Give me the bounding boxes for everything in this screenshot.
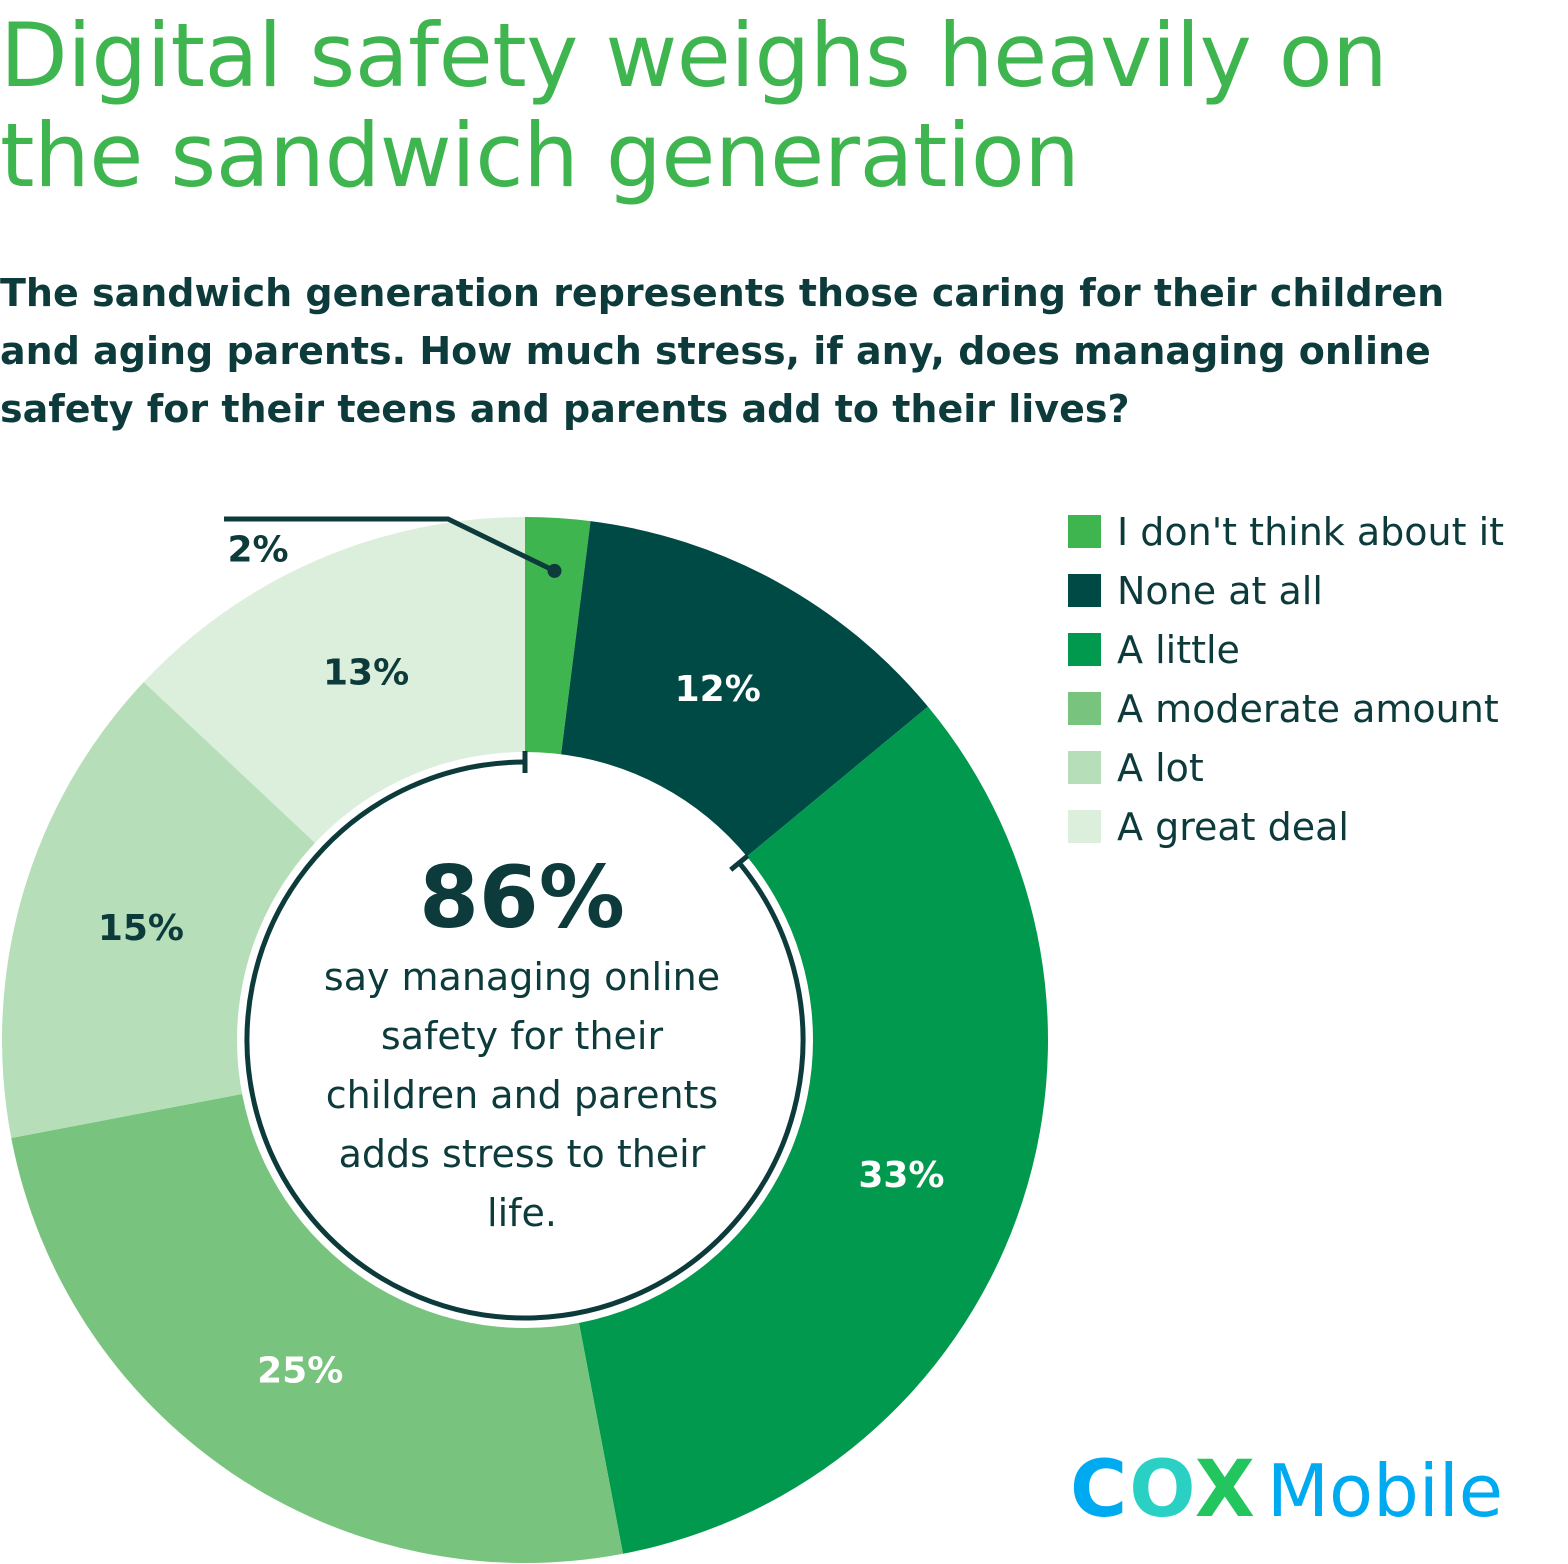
center-value: 86% xyxy=(419,848,625,948)
callout-leader: 2% xyxy=(224,516,562,578)
slice-label-4: 15% xyxy=(98,908,184,949)
legend-swatch xyxy=(1068,810,1101,843)
bracket-arc xyxy=(244,759,806,1321)
cox-mobile-logo: COX Mobile xyxy=(1070,1440,1540,1540)
center-caption: say managing online safety for their chi… xyxy=(323,955,721,1235)
logo-letter: X xyxy=(1194,1445,1257,1535)
logo-letter: O xyxy=(1129,1445,1195,1535)
legend-swatch xyxy=(1068,751,1101,784)
center-summary: 86% say managing online safety for their… xyxy=(272,848,772,1243)
legend-item: A lot xyxy=(1068,738,1558,797)
slice-label-1: 12% xyxy=(675,669,761,710)
slice-label-0: 2% xyxy=(227,530,288,571)
logo-mobile-text: Mobile xyxy=(1266,1449,1504,1533)
legend-item: A moderate amount xyxy=(1068,679,1558,738)
chart-subtitle: The sandwich generation represents those… xyxy=(0,271,1445,431)
slice-label-group: 12% 33% 25% 15% 13% xyxy=(98,652,945,1391)
legend-item: None at all xyxy=(1068,561,1558,620)
legend-label: A lot xyxy=(1117,745,1204,790)
legend-label: A great deal xyxy=(1117,804,1349,849)
highlight-bracket xyxy=(244,751,806,1321)
slice-label-5: 13% xyxy=(323,652,409,693)
slice-label-3: 25% xyxy=(257,1350,343,1391)
legend-swatch xyxy=(1068,692,1101,725)
legend-swatch xyxy=(1068,633,1101,666)
legend: I don't think about it None at all A littl… xyxy=(1068,502,1558,856)
legend-item: A little xyxy=(1068,620,1558,679)
callout-dot xyxy=(547,563,562,578)
legend-swatch xyxy=(1068,515,1101,548)
chart-title: Digital safety weighs heavily on the san… xyxy=(0,4,1388,207)
center-hole xyxy=(237,752,813,1328)
bracket-tick-0 xyxy=(729,853,750,872)
callout-line xyxy=(224,516,556,574)
slice-label-2: 33% xyxy=(858,1155,944,1196)
legend-label: None at all xyxy=(1117,568,1323,613)
legend-label: A little xyxy=(1117,627,1240,672)
legend-label: I don't think about it xyxy=(1117,509,1505,554)
legend-swatch xyxy=(1068,574,1101,607)
legend-item: I don't think about it xyxy=(1068,502,1558,561)
logo-letter: C xyxy=(1070,1445,1130,1535)
legend-item: A great deal xyxy=(1068,797,1558,856)
legend-label: A moderate amount xyxy=(1117,686,1499,731)
logo-cox-text: COX xyxy=(1070,1445,1257,1535)
